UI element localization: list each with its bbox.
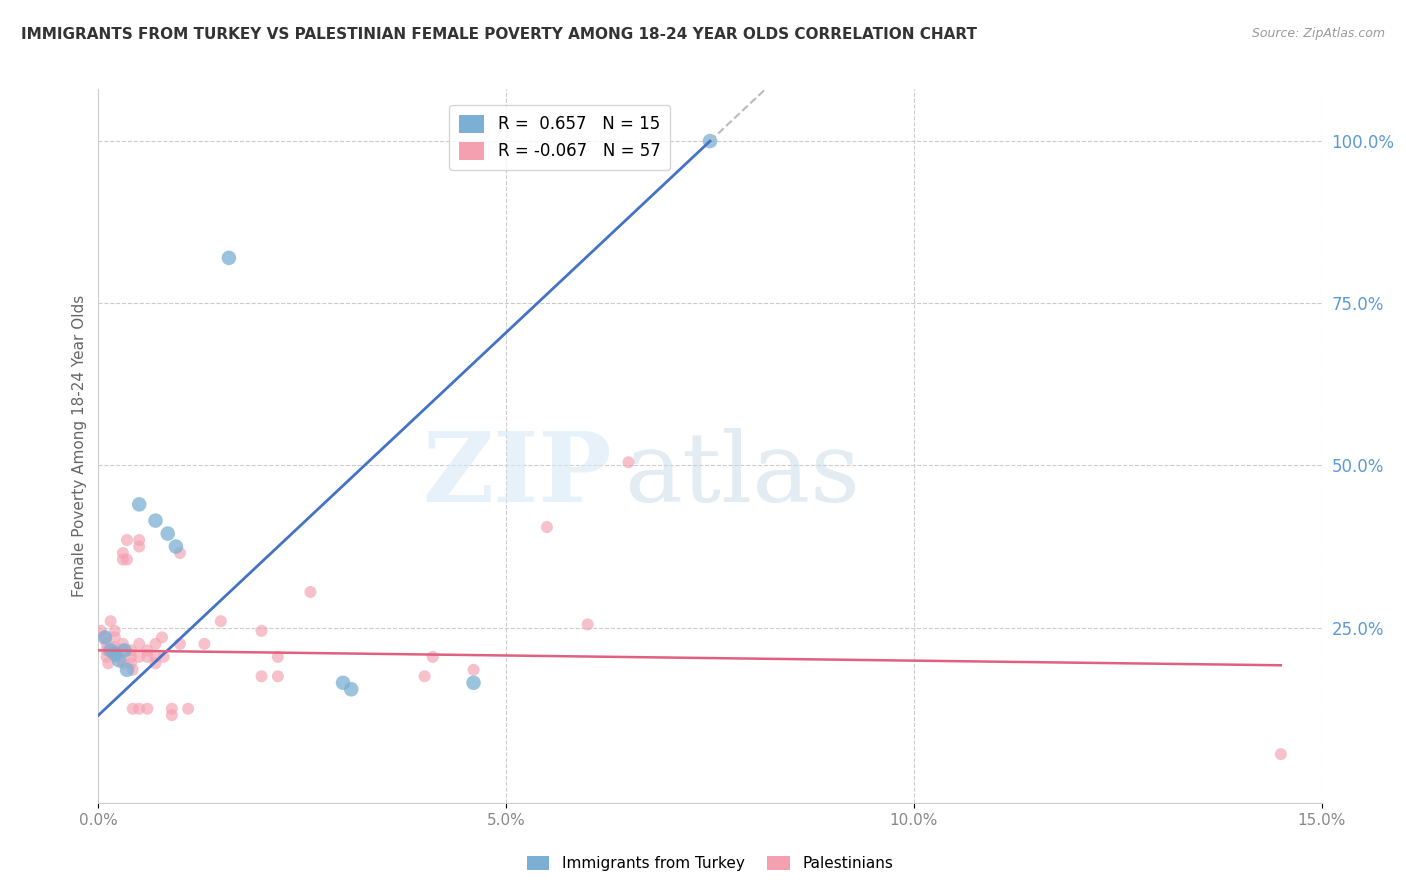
Point [193,637,215,651]
Point [111,552,134,566]
Point [97,657,120,671]
Point [160,708,183,723]
Point [128,637,150,651]
Point [422,649,444,664]
Point [104,624,127,638]
Point [108,653,131,667]
Point [96,643,118,657]
Point [160,702,183,716]
Point [169,637,191,651]
Point [111,643,134,657]
Point [100,614,122,628]
Point [267,649,290,664]
Point [463,663,485,677]
Point [340,682,363,697]
Point [111,546,134,560]
Point [104,647,127,661]
Point [576,617,599,632]
Point [104,631,127,645]
Text: IMMIGRANTS FROM TURKEY VS PALESTINIAN FEMALE POVERTY AMONG 18-24 YEAR OLDS CORRE: IMMIGRANTS FROM TURKEY VS PALESTINIAN FE… [21,27,977,42]
Point [121,663,143,677]
Point [120,657,142,671]
Point [413,669,436,683]
Point [128,540,150,554]
Point [90,624,112,638]
Point [94,631,117,645]
Point [120,643,142,657]
Point [169,546,191,560]
Point [463,675,485,690]
Text: Source: ZipAtlas.com: Source: ZipAtlas.com [1251,27,1385,40]
Point [94,631,117,645]
Point [128,497,150,511]
Text: atlas: atlas [624,427,860,522]
Point [145,514,167,528]
Point [111,637,134,651]
Point [165,540,187,554]
Point [128,702,150,716]
Point [152,649,174,664]
Point [299,585,322,599]
Point [114,643,136,657]
Point [136,649,159,664]
Point [250,624,273,638]
Point [267,669,290,683]
Legend: Immigrants from Turkey, Palestinians: Immigrants from Turkey, Palestinians [520,850,900,877]
Point [105,643,128,657]
Point [136,643,159,657]
Point [111,657,134,671]
Point [536,520,558,534]
Point [96,637,118,651]
Point [150,631,173,645]
Point [128,649,150,664]
Point [96,649,118,664]
Point [115,533,138,547]
Point [145,657,167,671]
Point [136,702,159,716]
Point [145,649,167,664]
Text: ZIP: ZIP [423,427,612,522]
Point [115,552,138,566]
Point [145,637,167,651]
Y-axis label: Female Poverty Among 18-24 Year Olds: Female Poverty Among 18-24 Year Olds [72,295,87,597]
Point [104,640,127,654]
Point [332,675,354,690]
Point [105,649,128,664]
Point [100,643,122,657]
Point [250,669,273,683]
Point [617,455,640,469]
Point [120,649,142,664]
Point [177,702,200,716]
Point [115,663,138,677]
Point [699,134,721,148]
Point [121,702,143,716]
Point [209,614,232,628]
Point [218,251,240,265]
Point [1270,747,1292,761]
Point [156,526,179,541]
Point [128,533,150,547]
